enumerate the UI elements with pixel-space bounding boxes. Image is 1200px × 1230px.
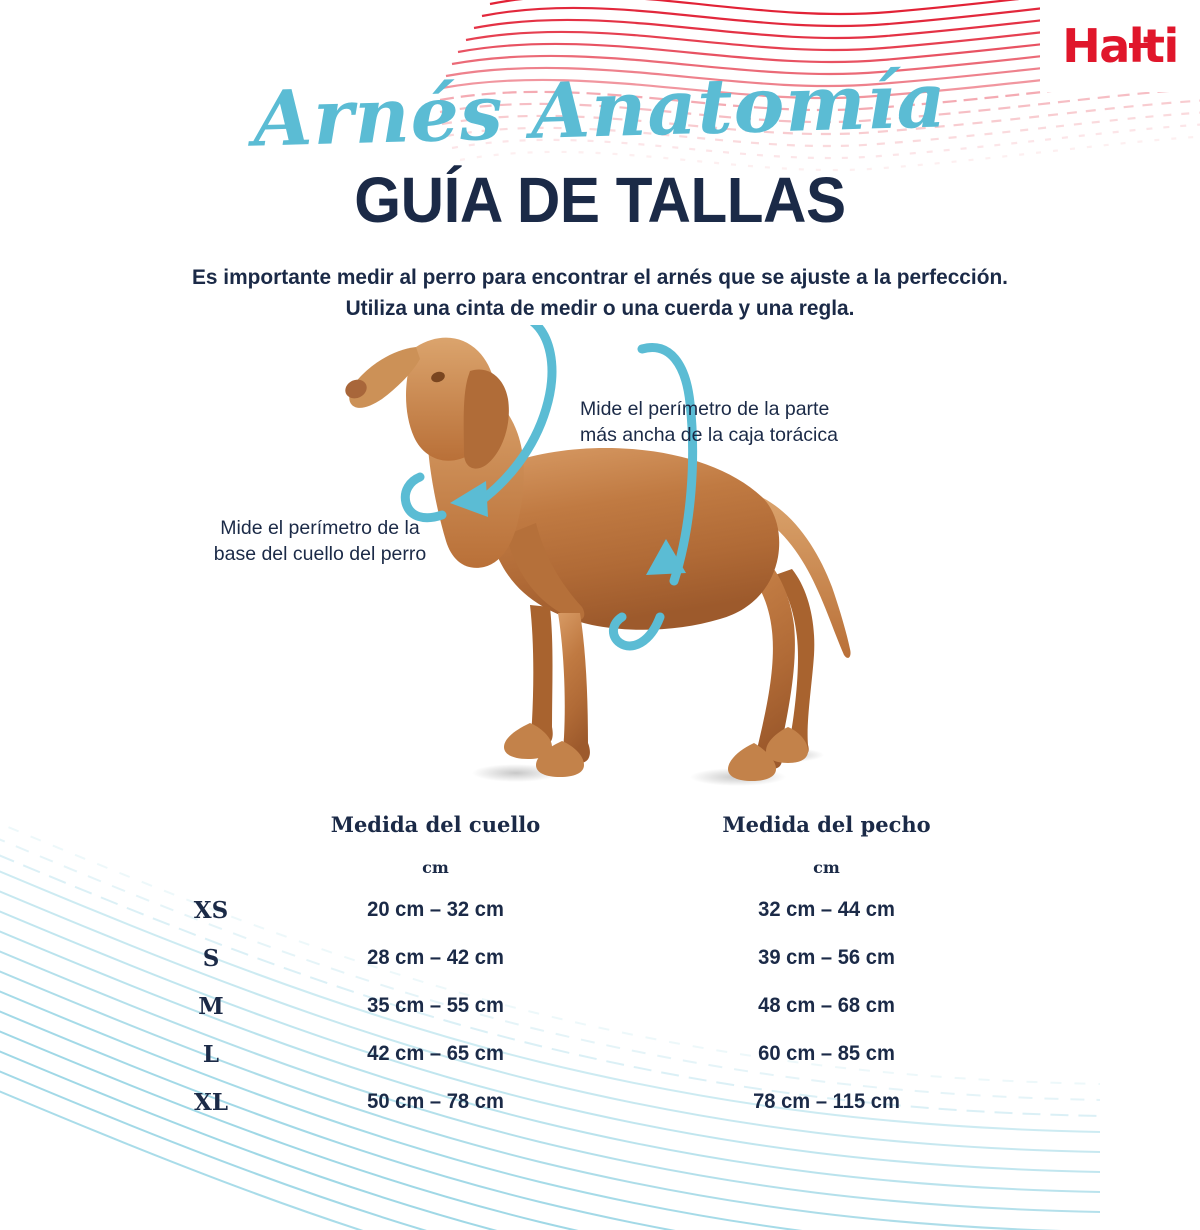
row-size-l: L xyxy=(202,1040,220,1068)
size-guide-table: Medida del cuello Medida del pecho cm cm… xyxy=(182,800,1022,1126)
row-neck-xs: 20 cm – 32 cm xyxy=(367,898,504,921)
header-chest-title: Medida del pecho xyxy=(722,811,931,837)
chest-arrowhead xyxy=(646,539,686,575)
unit-size-spacer xyxy=(182,848,240,886)
header-neck-title: Medida del cuello xyxy=(330,811,541,837)
page-title: GUÍA DE TALLAS xyxy=(354,164,846,236)
dog-illustration xyxy=(345,325,851,786)
callout-neck-line-2: base del cuello del perro xyxy=(213,543,427,566)
row-size-m: M xyxy=(198,992,224,1020)
dog-front-leg-near xyxy=(558,613,590,763)
row-chest-m: 48 cm – 68 cm xyxy=(758,994,895,1017)
row-chest-xl: 78 cm – 115 cm xyxy=(753,1090,900,1113)
neck-measure-arrow xyxy=(400,325,557,523)
dog-nose xyxy=(345,379,367,399)
subtitle-line-2: Utiliza una cinta de medir o una cuerda … xyxy=(345,296,855,321)
dog-hind-leg-far xyxy=(775,569,815,756)
dog-hind-leg-near xyxy=(712,531,795,769)
row-neck-m: 35 cm – 55 cm xyxy=(367,994,504,1017)
page-script-title: Arnés Anatomía xyxy=(252,55,948,164)
row-neck-l: 42 cm – 65 cm xyxy=(367,1042,504,1065)
callout-chest-measure: Mide el perímetro de la parte más ancha … xyxy=(580,396,838,449)
row-neck-s: 28 cm – 42 cm xyxy=(367,946,504,969)
subtitle-line-1: Es importante medir al perro para encont… xyxy=(192,265,1008,289)
dog-front-leg-far xyxy=(530,605,553,745)
callout-neck-measure: Mide el perímetro de la base del cuello … xyxy=(195,515,445,568)
neck-arrowhead xyxy=(450,481,488,517)
row-size-s: S xyxy=(202,944,220,972)
brand-logo: Halti xyxy=(1040,0,1200,92)
callout-chest-line-1: Mide el perímetro de la parte xyxy=(580,398,830,420)
unit-chest: cm xyxy=(813,857,840,877)
dog-chest xyxy=(506,523,585,621)
row-chest-s: 39 cm – 56 cm xyxy=(758,946,895,969)
page-subtitle: Es importante medir al perro para encont… xyxy=(115,262,1085,324)
table-row: L 42 cm – 65 cm 60 cm – 85 cm xyxy=(182,1030,1022,1078)
table-header-group-row: Medida del cuello Medida del pecho xyxy=(182,800,1022,848)
row-chest-xs: 32 cm – 44 cm xyxy=(758,898,895,921)
row-size-xl: XL xyxy=(193,1088,229,1116)
chest-measure-arrow xyxy=(609,343,698,651)
dog-paws xyxy=(504,723,808,781)
table-row: M 35 cm – 55 cm 48 cm – 68 cm xyxy=(182,982,1022,1030)
dog-ear xyxy=(463,369,509,469)
table-row: S 28 cm – 42 cm 39 cm – 56 cm xyxy=(182,934,1022,982)
row-chest-l: 60 cm – 85 cm xyxy=(758,1042,895,1065)
header-size-spacer xyxy=(182,800,240,848)
table-unit-row: cm cm xyxy=(182,848,1022,886)
row-size-xs: XS xyxy=(193,896,229,924)
callout-neck-line-1: Mide el perímetro de la xyxy=(220,517,420,539)
unit-neck: cm xyxy=(422,857,449,877)
dog-eye xyxy=(431,371,445,383)
table-row: XS 20 cm – 32 cm 32 cm – 44 cm xyxy=(182,886,1022,934)
table-row: XL 50 cm – 78 cm 78 cm – 115 cm xyxy=(182,1078,1022,1126)
logo-crossbar xyxy=(1128,43,1151,48)
callout-chest-line-2: más ancha de la caja torácica xyxy=(580,424,838,447)
dog-muzzle xyxy=(349,347,420,408)
logo-wordmark: Halti xyxy=(1062,19,1179,73)
row-neck-xl: 50 cm – 78 cm xyxy=(367,1090,504,1113)
